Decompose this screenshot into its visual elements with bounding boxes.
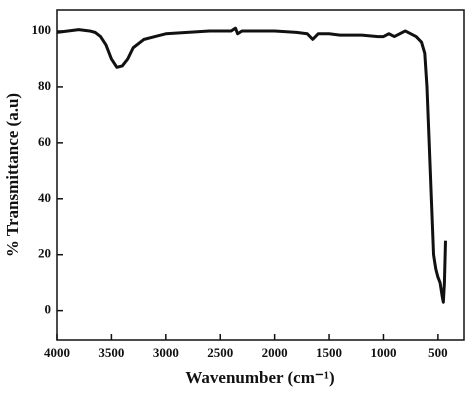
x-tick-label: 1000 (370, 345, 396, 360)
x-tick-label: 500 (428, 345, 448, 360)
spectrum-line (56, 26, 447, 304)
x-tick-label: 2500 (207, 345, 233, 360)
plot-frame (56, 9, 465, 341)
x-tick-label: 3500 (98, 345, 124, 360)
y-axis-label: % Transmittance (a.u) (3, 93, 22, 257)
y-tick-label: 80 (38, 78, 51, 93)
x-tick-label: 1500 (316, 345, 342, 360)
x-tick-label: 2000 (262, 345, 288, 360)
x-tick-label: 4000 (44, 345, 70, 360)
y-tick-label: 0 (45, 302, 52, 317)
y-tick-label: 40 (38, 190, 51, 205)
y-tick-label: 100 (32, 22, 52, 37)
y-tick-label: 20 (38, 246, 51, 261)
x-tick-label: 3000 (153, 345, 179, 360)
y-tick-label: 60 (38, 134, 51, 149)
x-axis-label: Wavenumber (cm⁻¹) (185, 368, 334, 387)
